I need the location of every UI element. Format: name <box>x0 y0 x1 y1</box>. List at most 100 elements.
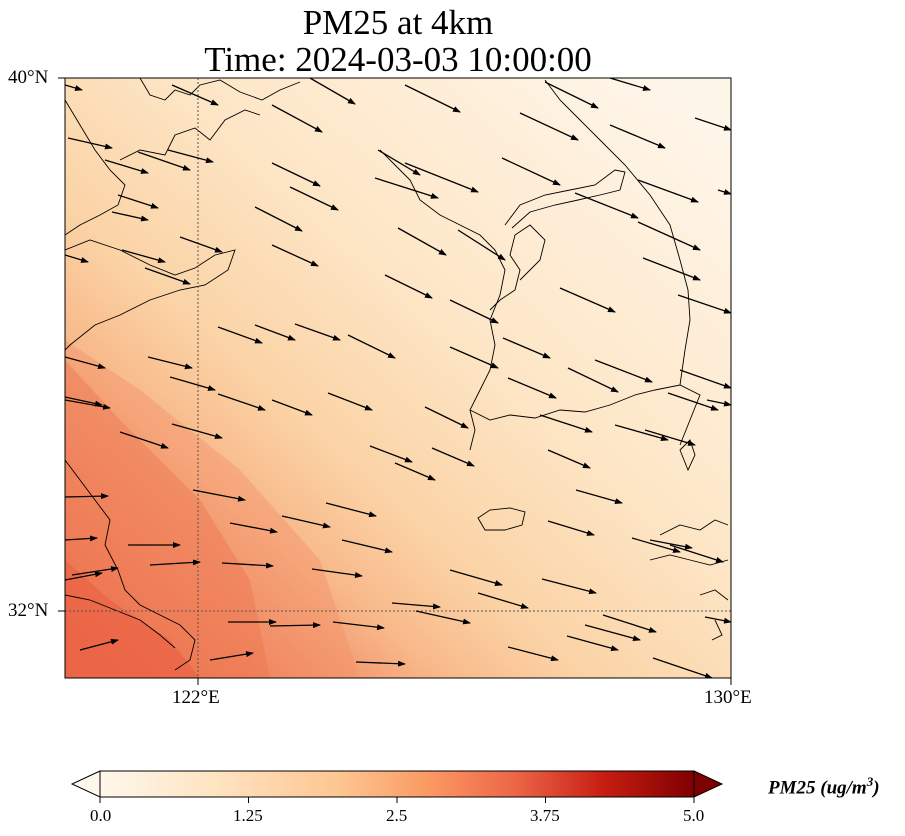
colorbar-tick-1: 1.25 <box>233 806 263 825</box>
colorbar-tick-0: 0.0 <box>90 806 112 825</box>
wind-arrow <box>121 249 166 264</box>
wind-arrow <box>65 356 106 370</box>
wind-arrow <box>457 229 506 261</box>
wind-arrow <box>431 447 475 467</box>
wind-arrow <box>547 520 595 536</box>
coastline-japan-west <box>649 519 729 641</box>
wind-arrow <box>575 489 623 504</box>
wind-arrow <box>169 376 216 391</box>
wind-arrow <box>269 622 321 629</box>
coastline-jeju <box>477 507 526 531</box>
wind-arrow <box>254 206 303 232</box>
wind-arrow <box>404 162 479 193</box>
wind-arrow <box>384 274 433 299</box>
wind-arrow <box>374 177 439 199</box>
coastline-korea-south <box>469 384 701 446</box>
wind-arrow <box>501 157 561 186</box>
wind-arrows <box>65 78 731 678</box>
map-title-line1: PM25 at 4km <box>302 3 494 42</box>
wind-arrow <box>631 537 681 553</box>
colorbar <box>70 770 724 803</box>
wind-arrow <box>424 406 469 429</box>
wind-arrow <box>547 449 591 469</box>
wind-arrow <box>65 493 109 500</box>
wind-arrow <box>149 559 201 566</box>
xtick-label-130e: 130°E <box>704 687 752 708</box>
colorbar-tick-3: 3.75 <box>530 806 560 825</box>
wind-arrow <box>171 84 219 106</box>
wind-arrow <box>111 211 149 222</box>
wind-arrow <box>539 414 593 433</box>
wind-arrow <box>271 399 313 416</box>
wind-arrow <box>397 227 447 256</box>
wind-arrow <box>147 356 193 370</box>
wind-arrow <box>602 614 657 633</box>
wind-arrow <box>117 194 159 209</box>
wind-arrow <box>649 539 693 550</box>
wind-arrow <box>65 399 111 410</box>
wind-arrow <box>449 346 499 369</box>
pm25-plume-max <box>65 560 200 678</box>
wind-arrow <box>309 78 356 105</box>
map-title-line2: Time: 2024-03-03 10:00:00 <box>204 40 592 79</box>
pm25-plume-band <box>65 340 360 678</box>
wind-arrow <box>404 84 461 113</box>
wind-arrow <box>694 117 731 131</box>
wind-arrow <box>449 569 503 586</box>
wind-arrow <box>609 124 666 149</box>
wind-arrow <box>507 646 559 662</box>
wind-arrow <box>541 578 597 595</box>
wind-arrow <box>209 651 254 661</box>
wind-arrow <box>667 392 719 411</box>
wind-arrow <box>332 621 385 631</box>
colorbar-body <box>100 771 694 797</box>
coastline-korea-east <box>544 79 691 386</box>
wind-arrow <box>677 294 731 314</box>
coastline-tsushima <box>679 439 696 472</box>
wind-arrow <box>327 392 373 411</box>
coastline-liaodong <box>119 78 301 161</box>
coastline-bohai-west <box>65 99 126 236</box>
wind-arrow <box>609 78 651 91</box>
wind-arrow <box>137 151 191 171</box>
wind-arrow <box>271 104 323 133</box>
wind-arrow <box>614 424 669 441</box>
wind-arrow <box>281 515 331 529</box>
wind-arrow <box>119 431 169 449</box>
wind-arrow <box>704 616 731 624</box>
wind-arrow <box>67 137 113 150</box>
wind-arrow <box>341 539 393 554</box>
wind-arrow <box>347 334 396 359</box>
wind-arrow <box>217 326 263 344</box>
graticule <box>65 78 731 678</box>
wind-arrow <box>507 377 557 399</box>
coastline-korea-west <box>489 224 546 311</box>
ytick-label-32n: 32°N <box>8 600 49 621</box>
wind-arrow <box>171 423 223 440</box>
wind-arrow <box>65 571 103 581</box>
wind-arrow <box>65 396 103 407</box>
wind-arrow <box>167 149 214 164</box>
pm25-plume-core <box>65 360 270 678</box>
wind-arrow <box>289 186 339 211</box>
colorbar-tick-2: 2.5 <box>386 806 408 825</box>
wind-arrow <box>519 112 579 141</box>
wind-arrow <box>144 267 191 285</box>
wind-arrow <box>369 445 413 463</box>
wind-arrow <box>179 236 223 253</box>
coastlines <box>65 78 729 671</box>
wind-arrow <box>254 324 296 341</box>
wind-arrow <box>717 189 731 195</box>
dmz-border <box>504 169 626 229</box>
wind-arrow <box>65 254 89 263</box>
wind-arrow <box>221 562 274 569</box>
wind-arrow <box>642 257 701 281</box>
wind-arrow <box>637 179 699 203</box>
colorbar-label: PM25 (ug/m3) <box>768 774 880 799</box>
wind-arrow <box>394 462 436 481</box>
wind-arrow <box>679 369 731 389</box>
wind-arrow <box>79 638 119 651</box>
wind-arrow <box>65 84 83 91</box>
wind-arrow <box>644 429 696 446</box>
wind-arrow <box>325 502 377 518</box>
